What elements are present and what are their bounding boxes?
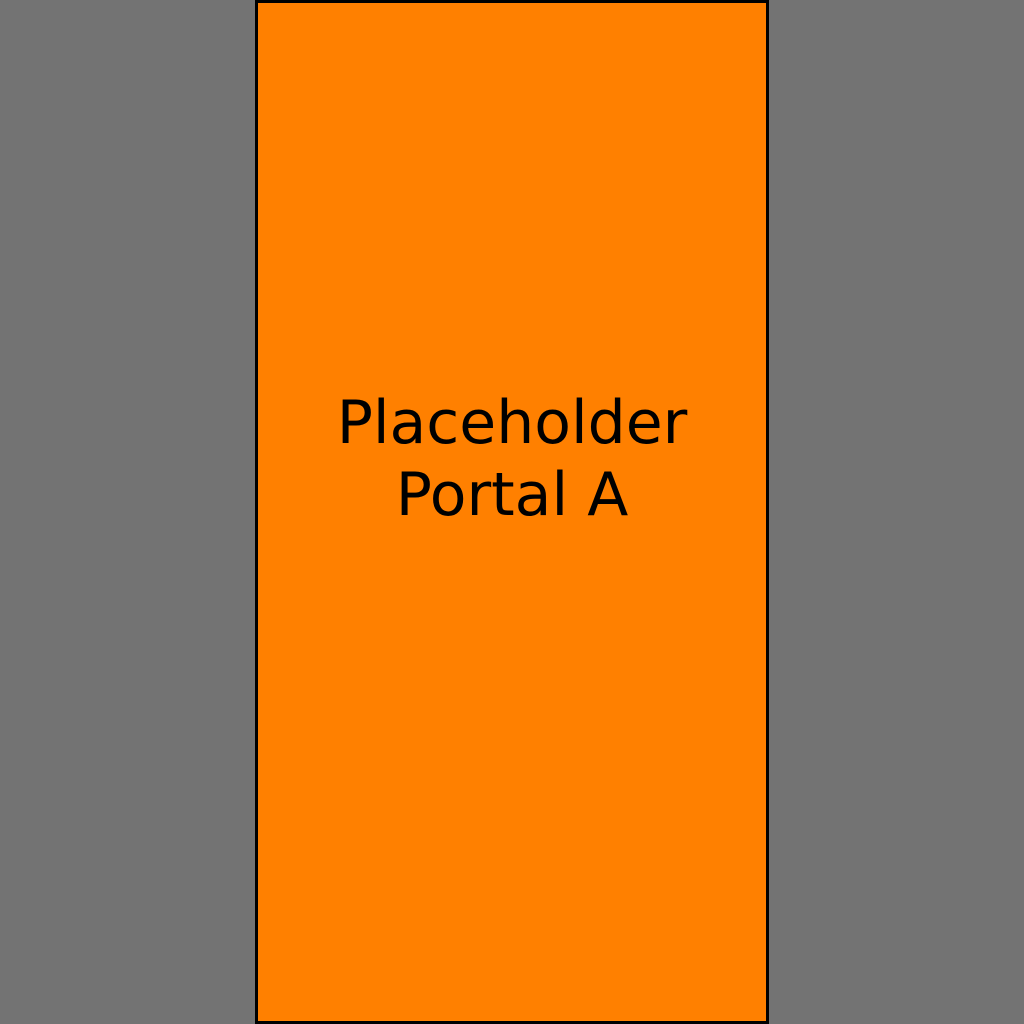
placeholder-portal-panel: Placeholder Portal A (255, 0, 769, 1024)
portal-label-line-2: Portal A (395, 460, 629, 530)
portal-label-line-1: Placeholder (336, 388, 688, 458)
portal-label: Placeholder Portal A (337, 387, 688, 531)
